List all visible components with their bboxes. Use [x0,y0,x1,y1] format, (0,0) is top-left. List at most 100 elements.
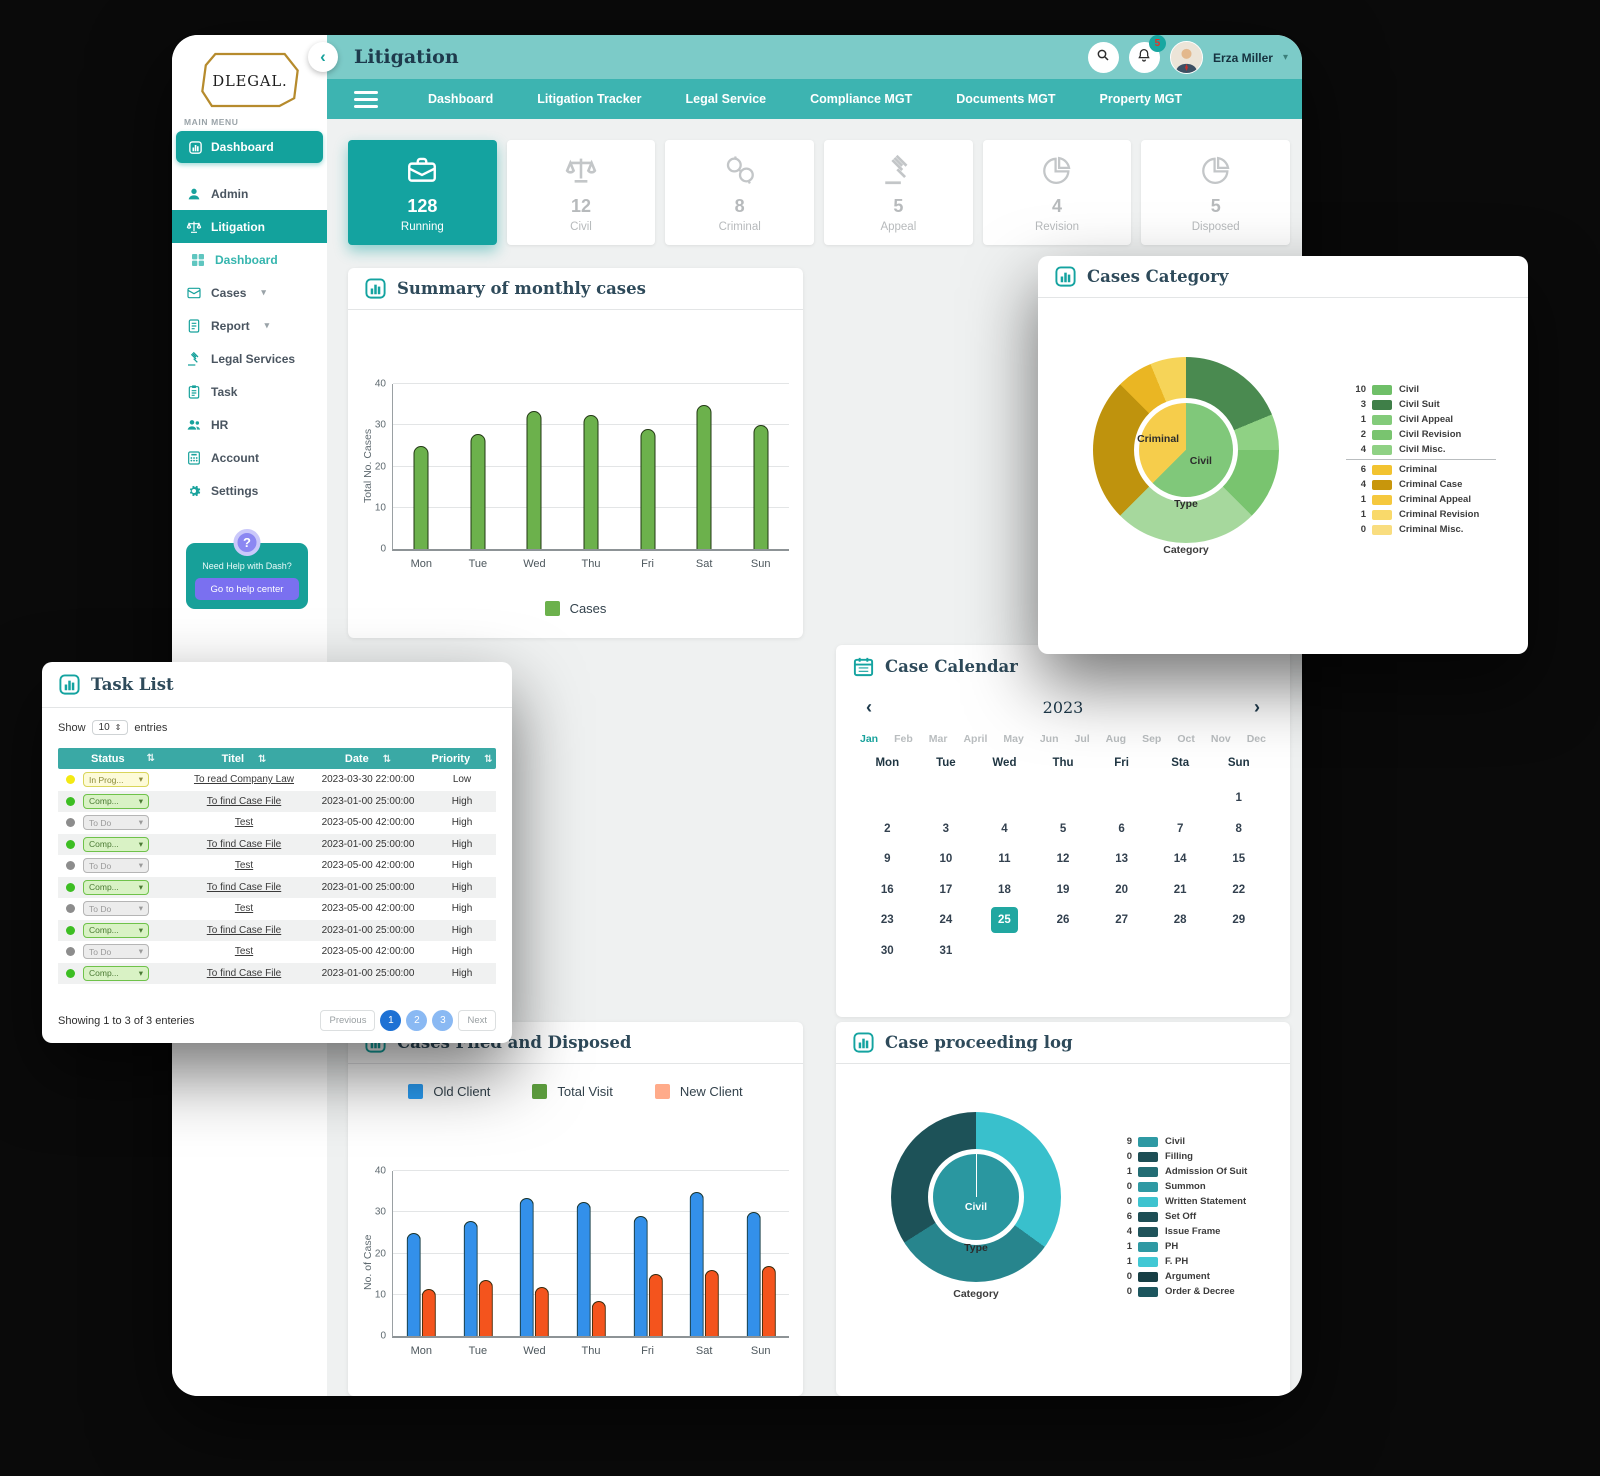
calendar-month-dec[interactable]: Dec [1246,733,1266,745]
status-select[interactable]: To Do ▾ [83,901,149,917]
calendar-date-16[interactable]: 16 [880,883,894,896]
calendar-date-3[interactable]: 3 [942,822,950,835]
status-select[interactable]: Comp... ▾ [83,965,149,981]
calendar-month-may[interactable]: May [1003,733,1024,745]
stat-card-running[interactable]: 128 Running [348,140,497,245]
calendar-date-18[interactable]: 18 [998,883,1011,896]
nav-item-litigation-tracker[interactable]: Litigation Tracker [537,92,642,106]
status-select[interactable]: Comp... ▾ [83,836,149,852]
calendar-date-31[interactable]: 31 [939,944,953,957]
status-select[interactable]: Comp... ▾ [83,793,149,809]
calendar-prev-icon[interactable]: ‹ [866,697,872,717]
calendar-date-14[interactable]: 14 [1173,853,1187,866]
status-select[interactable]: To Do ▾ [83,815,149,831]
nav-item-compliance-mgt[interactable]: Compliance MGT [810,92,913,106]
sidebar-item-hr[interactable]: HR [172,408,327,441]
sidebar-item-dashboard-primary[interactable]: Dashboard [176,131,323,163]
entries-select[interactable]: 10 ⇕ [91,720,129,735]
calendar-month-april[interactable]: April [963,733,988,745]
calendar-date-20[interactable]: 20 [1115,883,1128,896]
task-link[interactable]: To find Case File [206,795,282,807]
sidebar-item-settings[interactable]: Settings [172,474,327,507]
calendar-next-icon[interactable]: › [1254,697,1260,717]
calendar-date-8[interactable]: 8 [1235,822,1242,835]
page-button-3[interactable]: 3 [432,1010,454,1031]
stat-card-criminal[interactable]: 8 Criminal [665,140,815,245]
avatar[interactable] [1169,41,1203,74]
calendar-month-jan[interactable]: Jan [860,733,879,745]
task-link[interactable]: Test [234,860,254,872]
calendar-month-oct[interactable]: Oct [1177,733,1195,745]
calendar-date-26[interactable]: 26 [1056,914,1070,927]
back-button[interactable]: ‹ [308,42,338,72]
status-select[interactable]: Comp... ▾ [83,879,149,895]
calendar-date-15[interactable]: 15 [1232,853,1246,866]
calendar-date-2[interactable]: 2 [884,822,891,835]
next-page-button[interactable]: Next [458,1010,496,1031]
task-link[interactable]: To find Case File [206,838,282,850]
calendar-date-4[interactable]: 4 [1001,822,1008,835]
column-header-status[interactable]: Status ⇅ [58,753,180,765]
status-select[interactable]: To Do ▾ [83,858,149,874]
status-select[interactable]: In Prog... ▾ [83,772,149,788]
calendar-date-27[interactable]: 27 [1115,914,1128,927]
status-select[interactable]: To Do ▾ [83,944,149,960]
calendar-date-5[interactable]: 5 [1059,822,1067,835]
sidebar-item-dashboard[interactable]: Dashboard [172,243,327,276]
task-link[interactable]: To find Case File [206,967,282,979]
calendar-date-25[interactable]: 25 [975,905,1034,936]
search-button[interactable] [1087,42,1119,73]
calendar-date-6[interactable]: 6 [1118,822,1125,835]
calendar-date-30[interactable]: 30 [880,944,894,957]
page-button-1[interactable]: 1 [380,1010,402,1031]
task-link[interactable]: To find Case File [206,881,282,893]
sidebar-item-legal-services[interactable]: Legal Services [172,342,327,375]
task-link[interactable]: To read Company Law [193,774,295,786]
calendar-month-aug[interactable]: Aug [1105,733,1127,745]
chevron-down-icon[interactable]: ▾ [1282,52,1288,63]
calendar-date-29[interactable]: 29 [1232,914,1246,927]
stat-card-revision[interactable]: 4 Revision [982,140,1132,245]
nav-item-dashboard[interactable]: Dashboard [428,92,494,106]
calendar-month-feb[interactable]: Feb [894,733,913,745]
status-select[interactable]: Comp... ▾ [83,922,149,938]
stat-card-civil[interactable]: 12 Civil [506,140,656,245]
column-header-titel[interactable]: Titel ⇅ [180,753,308,765]
nav-item-documents-mgt[interactable]: Documents MGT [956,92,1056,106]
calendar-date-28[interactable]: 28 [1173,914,1187,927]
calendar-date-17[interactable]: 17 [939,883,953,896]
calendar-date-10[interactable]: 10 [939,853,953,866]
calendar-date-19[interactable]: 19 [1056,883,1070,896]
user-name[interactable]: Erza Miller [1212,50,1273,65]
hamburger-menu-icon[interactable] [354,90,378,108]
column-header-date[interactable]: Date ⇅ [308,753,428,765]
task-link[interactable]: Test [234,817,254,829]
nav-item-property-mgt[interactable]: Property MGT [1099,92,1183,106]
calendar-date-24[interactable]: 24 [939,914,953,927]
help-center-button[interactable]: Go to help center [195,578,299,600]
calendar-date-11[interactable]: 11 [998,853,1011,866]
calendar-month-nov[interactable]: Nov [1210,733,1231,745]
calendar-date-23[interactable]: 23 [880,914,894,927]
column-header-priority[interactable]: Priority ⇅ [428,753,496,765]
sidebar-item-cases[interactable]: Cases ▾ [172,276,327,309]
calendar-date-21[interactable]: 21 [1173,883,1187,896]
task-link[interactable]: To find Case File [206,924,282,936]
previous-page-button[interactable]: Previous [320,1010,376,1031]
calendar-date-13[interactable]: 13 [1115,853,1128,866]
calendar-month-sep[interactable]: Sep [1142,733,1162,745]
calendar-date-1[interactable]: 1 [1235,792,1242,805]
stat-card-appeal[interactable]: 5 Appeal [824,140,973,245]
sidebar-item-report[interactable]: Report ▾ [172,309,327,342]
sidebar-item-admin[interactable]: Admin [172,177,327,210]
calendar-date-12[interactable]: 12 [1056,853,1070,866]
task-link[interactable]: Test [234,903,254,915]
sidebar-item-task[interactable]: Task [172,375,327,408]
calendar-month-jul[interactable]: Jul [1074,733,1090,745]
sidebar-item-account[interactable]: Account [172,441,327,474]
calendar-date-9[interactable]: 9 [884,853,891,866]
nav-item-legal-service[interactable]: Legal Service [685,92,767,106]
calendar-date-22[interactable]: 22 [1232,883,1246,896]
notifications-button[interactable]: 5 [1128,35,1166,73]
task-link[interactable]: Test [234,946,254,958]
